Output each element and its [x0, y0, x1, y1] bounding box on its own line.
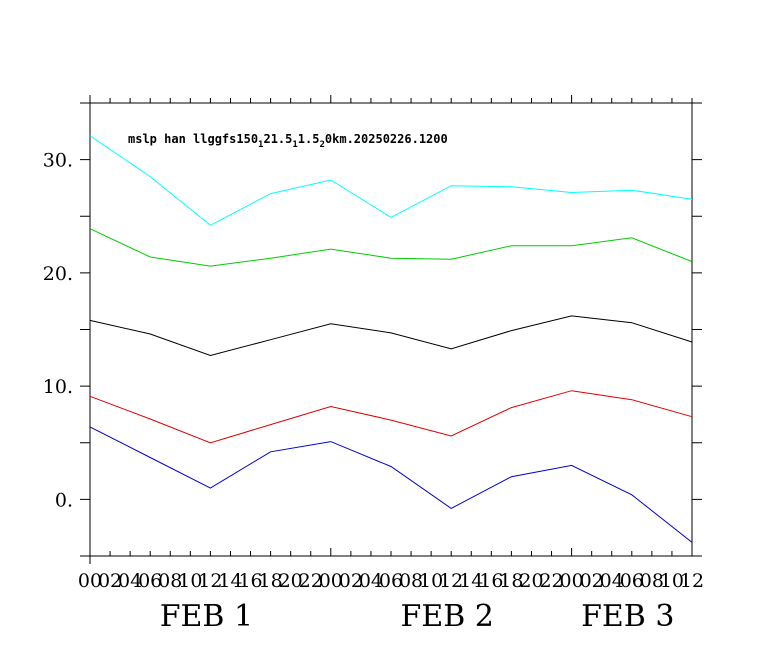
- x-tick-label: 08: [399, 570, 423, 592]
- title-subscript: 1: [292, 140, 297, 150]
- tick-labels: 0.10.20.30.00020406081012141618202200020…: [43, 150, 704, 634]
- x-tick-label: 18: [259, 570, 283, 592]
- x-tick-label: 14: [459, 570, 483, 592]
- x-tick-label: 10: [419, 570, 443, 592]
- x-tick-label: 14: [218, 570, 242, 592]
- series-line-5: [89, 426, 693, 543]
- x-tick-label: 22: [539, 570, 563, 592]
- date-label: FEB 1: [160, 599, 253, 634]
- title-subscript: 2: [319, 140, 324, 150]
- x-tick-label: 02: [98, 570, 122, 592]
- series-line-3: [89, 315, 693, 357]
- x-tick-label: 16: [479, 570, 503, 592]
- axis-ticks: [80, 95, 702, 557]
- y-tick-label: 0.: [55, 489, 73, 511]
- x-tick-label: 06: [138, 570, 162, 592]
- series-line-4: [89, 390, 693, 444]
- series-line-2: [89, 228, 693, 267]
- x-tick-label: 02: [580, 570, 604, 592]
- x-tick-label: 00: [78, 570, 102, 592]
- x-tick-label: 08: [158, 570, 182, 592]
- date-label: FEB 3: [581, 599, 674, 634]
- x-tick-label: 10: [660, 570, 684, 592]
- x-tick-label: 18: [499, 570, 523, 592]
- plot-frame: [80, 95, 702, 564]
- x-tick-label: 12: [680, 570, 704, 592]
- date-label: FEB 2: [401, 599, 494, 634]
- y-tick-label: 20.: [43, 263, 73, 285]
- x-tick-label: 04: [359, 570, 383, 592]
- x-tick-label: 06: [620, 570, 644, 592]
- x-tick-label: 04: [600, 570, 624, 592]
- series-line-1: [89, 135, 693, 226]
- x-tick-label: 02: [339, 570, 363, 592]
- x-tick-label: 12: [198, 570, 222, 592]
- x-tick-label: 06: [379, 570, 403, 592]
- title-segment: mslp han llggfs150: [128, 132, 258, 146]
- title-subscript: 1: [258, 140, 263, 150]
- chart-title: mslp han llggfs150121.511.520km.20250226…: [128, 132, 448, 150]
- title-segment: 1.5: [298, 132, 320, 146]
- x-tick-label: 20: [279, 570, 303, 592]
- y-tick-label: 10.: [43, 376, 73, 398]
- x-tick-label: 20: [519, 570, 543, 592]
- series-lines: [89, 135, 693, 543]
- x-tick-label: 08: [640, 570, 664, 592]
- x-tick-label: 22: [299, 570, 323, 592]
- title-segment: 0km.20250226.1200: [325, 132, 448, 146]
- x-tick-label: 16: [238, 570, 262, 592]
- x-tick-label: 10: [178, 570, 202, 592]
- plot-border: [89, 102, 693, 557]
- x-tick-label: 00: [560, 570, 584, 592]
- x-tick-label: 12: [439, 570, 463, 592]
- y-tick-label: 30.: [43, 150, 73, 172]
- x-tick-label: 04: [118, 570, 142, 592]
- title-segment: 21.5: [263, 132, 292, 146]
- x-tick-label: 00: [319, 570, 343, 592]
